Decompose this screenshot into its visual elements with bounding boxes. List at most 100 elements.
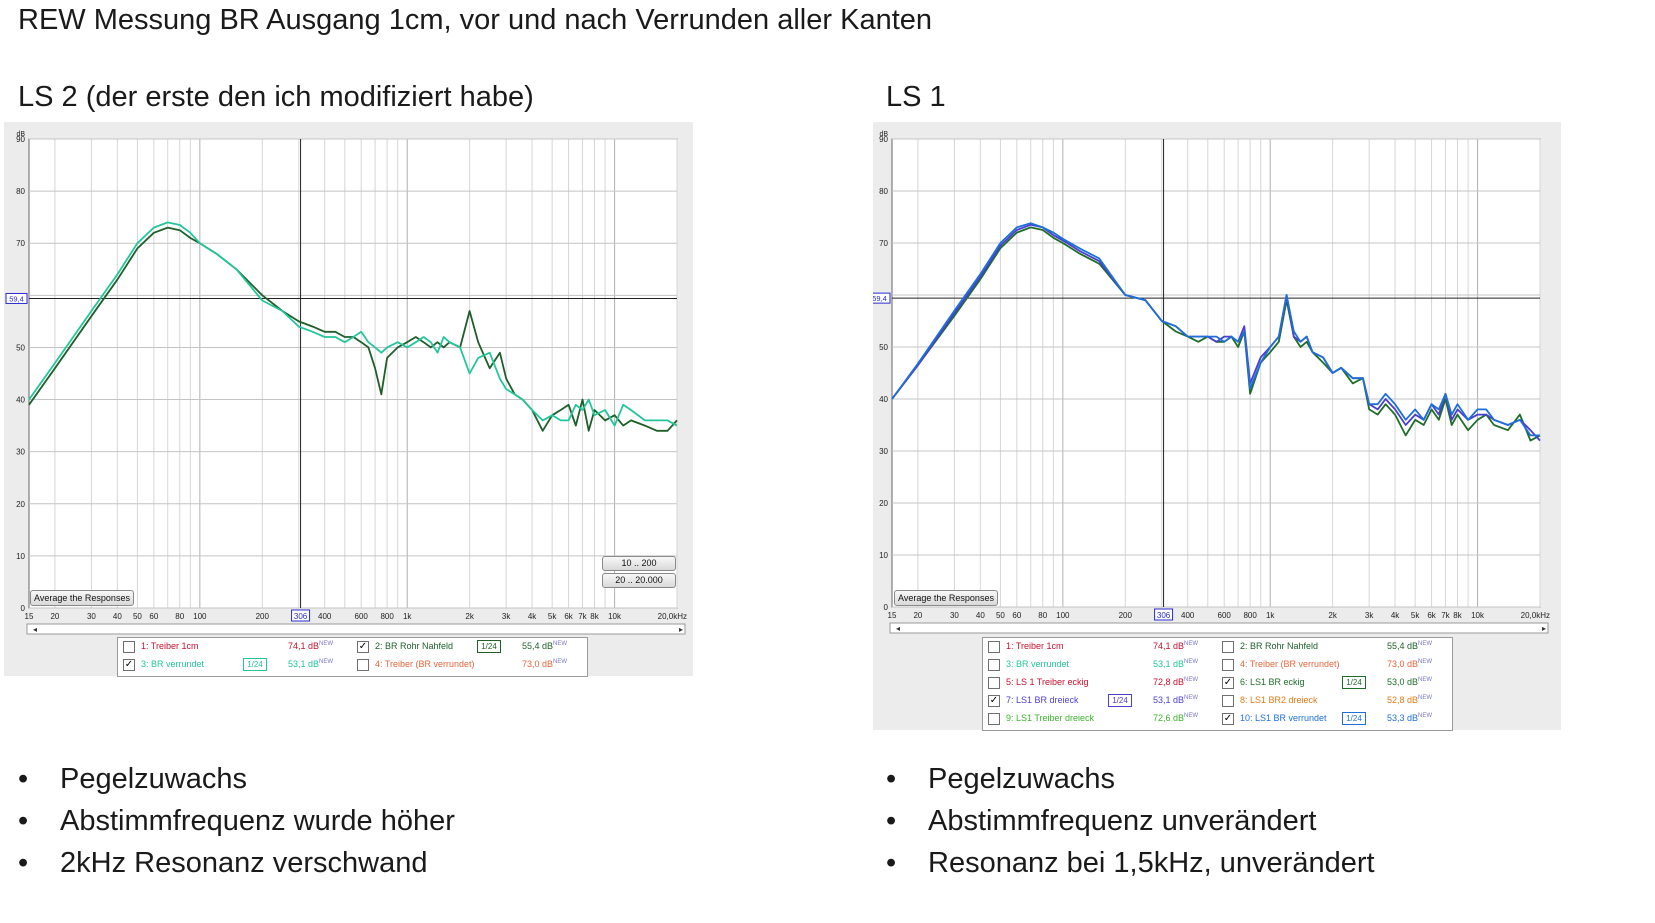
bullet-item: Abstimmfrequenz wurde höher xyxy=(18,800,455,842)
x-tick-label: 20 xyxy=(50,612,59,621)
y-tick-label: 80 xyxy=(879,187,888,196)
new-badge: NEW xyxy=(1184,713,1199,719)
y-axis-label: dB xyxy=(879,131,888,138)
legend-value: 72,8 dBNEW xyxy=(1153,677,1199,687)
y-tick-label: 90 xyxy=(16,135,25,144)
legend-value: 73,0 dBNEW xyxy=(522,659,568,669)
x-tick-label: 6k xyxy=(564,612,573,621)
cursor-db-box xyxy=(5,292,28,304)
x-tick-label: 7k xyxy=(1441,611,1450,620)
x-tick-label: 40 xyxy=(113,612,122,621)
legend-value: 53,3 dBNEW xyxy=(1387,713,1433,723)
x-tick-label: 1k xyxy=(1266,611,1275,620)
legend-label: 3: BR verrundet xyxy=(1006,659,1070,669)
legend-checkbox[interactable] xyxy=(1222,695,1234,707)
legend-checkbox[interactable] xyxy=(1222,713,1234,725)
legend-value: 53,0 dBNEW xyxy=(1387,677,1433,687)
legend-value: 55,4 dBNEW xyxy=(1387,641,1433,651)
legend-entry: 7: LS1 BR dreieck 1/24 53,1 dBNEW xyxy=(988,692,1216,710)
legend-checkbox[interactable] xyxy=(357,659,369,671)
legend-checkbox[interactable] xyxy=(988,713,1000,725)
zoom-10-200-button[interactable]: 10 .. 200 xyxy=(602,556,676,571)
x-tick-label: 10k xyxy=(1471,611,1485,620)
y-tick-label: 50 xyxy=(16,343,25,352)
legend-label: 6: LS1 BR eckig xyxy=(1240,677,1305,687)
cursor-hz-label: 306 xyxy=(1157,611,1171,620)
legend-entry: 2: BR Rohr Nahfeld 1/24 55,4 dBNEW xyxy=(357,638,585,656)
left-rew-panel: 0 10 20 30 40 50 70 80 90 dB 15 20 30 40 50 60 80 100 200 4… xyxy=(4,122,693,677)
x-tick-label: 5k xyxy=(1411,611,1420,620)
cursor-hz-box xyxy=(1154,608,1174,621)
smoothing-icon[interactable]: 1/24 xyxy=(477,640,501,653)
legend-checkbox[interactable] xyxy=(1222,677,1234,689)
x-tick-label: 30 xyxy=(87,612,96,621)
y-tick-label: 30 xyxy=(879,447,888,456)
y-tick-label: 30 xyxy=(16,448,25,457)
y-tick-label: 40 xyxy=(16,396,25,405)
x-tick-label: 400 xyxy=(1181,611,1195,620)
bullet-item: Resonanz bei 1,5kHz, unverändert xyxy=(886,842,1375,884)
legend-value: 53,1 dBNEW xyxy=(1153,659,1199,669)
legend-value: 53,1 dBNEW xyxy=(1153,695,1199,705)
x-tick-label: 30 xyxy=(950,611,959,620)
legend-checkbox[interactable] xyxy=(988,641,1000,653)
horizontal-scrollbar xyxy=(26,623,686,635)
scroll-right-arrow: ▸ xyxy=(1542,624,1546,633)
x-tick-label: 8k xyxy=(1453,611,1462,620)
new-badge: NEW xyxy=(553,659,568,665)
legend-label: 2: BR Rohr Nahfeld xyxy=(375,641,454,651)
x-tick-label: 80 xyxy=(1038,611,1047,620)
legend-value: 55,4 dBNEW xyxy=(522,641,568,651)
legend-entry: 2: BR Rohr Nahfeld 55,4 dBNEW xyxy=(1222,638,1450,656)
new-badge: NEW xyxy=(1184,641,1199,647)
x-tick-label: 600 xyxy=(1218,611,1232,620)
x-tick-label: 4k xyxy=(528,612,537,621)
x-tick-label: 50 xyxy=(133,612,142,621)
legend-checkbox[interactable] xyxy=(988,695,1000,707)
series-line xyxy=(28,221,678,427)
legend-checkbox[interactable] xyxy=(1222,659,1234,671)
cursor-db-box xyxy=(873,292,891,304)
new-badge: NEW xyxy=(553,641,568,647)
x-tick-label: 10k xyxy=(608,612,622,621)
smoothing-icon[interactable]: 1/24 xyxy=(1342,676,1366,689)
x-tick-label: 600 xyxy=(355,612,369,621)
right-bullets: Pegelzuwachs Abstimmfrequenz unverändert… xyxy=(886,758,1375,884)
x-tick-label: 400 xyxy=(318,612,332,621)
legend-entry: 6: LS1 BR eckig 1/24 53,0 dBNEW xyxy=(1222,674,1450,692)
x-tick-label: 20,0kHz xyxy=(1521,611,1550,620)
new-badge: NEW xyxy=(1418,695,1433,701)
smoothing-icon[interactable]: 1/24 xyxy=(1342,712,1366,725)
y-axis-label: dB xyxy=(16,131,25,138)
smoothing-icon[interactable]: 1/24 xyxy=(243,658,267,671)
horizontal-scrollbar xyxy=(889,622,1549,634)
legend-checkbox[interactable] xyxy=(123,659,135,671)
zoom-20-20000-button[interactable]: 20 .. 20.000 xyxy=(602,573,676,588)
new-badge: NEW xyxy=(1418,659,1433,665)
plot-area xyxy=(28,138,678,609)
scroll-right-arrow: ▸ xyxy=(679,625,683,634)
x-tick-label: 100 xyxy=(193,612,207,621)
legend-entry: 10: LS1 BR verrundet 1/24 53,3 dBNEW xyxy=(1222,710,1450,728)
legend-checkbox[interactable] xyxy=(357,641,369,653)
new-badge: NEW xyxy=(1418,677,1433,683)
bullet-item: Pegelzuwachs xyxy=(18,758,455,800)
y-tick-label: 20 xyxy=(879,499,888,508)
legend-checkbox[interactable] xyxy=(1222,641,1234,653)
cursor-db-label: 59,4 xyxy=(9,294,24,303)
legend-checkbox[interactable] xyxy=(123,641,135,653)
x-tick-label: 8k xyxy=(590,612,599,621)
plot-area xyxy=(891,138,1541,608)
smoothing-icon[interactable]: 1/24 xyxy=(1108,694,1132,707)
average-responses-button[interactable]: Average the Responses xyxy=(894,590,998,606)
x-tick-label: 60 xyxy=(1012,611,1021,620)
legend-checkbox[interactable] xyxy=(988,659,1000,671)
average-responses-button[interactable]: Average the Responses xyxy=(30,590,134,606)
x-tick-label: 20,0kHz xyxy=(658,612,687,621)
legend-entry: 4: Treiber (BR verrundet) 73,0 dBNEW xyxy=(357,656,585,674)
legend-checkbox[interactable] xyxy=(988,677,1000,689)
legend-label: 3: BR verrundet xyxy=(141,659,205,669)
x-tick-label: 200 xyxy=(1119,611,1133,620)
